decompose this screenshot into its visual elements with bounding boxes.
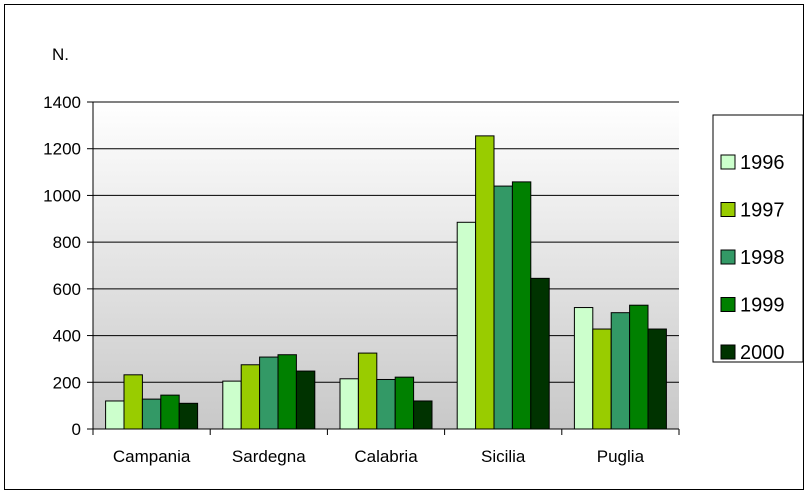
bar-puglia-2000 bbox=[647, 328, 667, 430]
bar-sicilia-1997 bbox=[475, 135, 495, 430]
bar-sicilia-1998 bbox=[493, 185, 513, 430]
y-tick-label: 0 bbox=[72, 420, 81, 439]
legend-label: 2000 bbox=[740, 342, 785, 364]
bar-sardegna-1996 bbox=[222, 380, 242, 430]
bar-sardegna-1998 bbox=[259, 356, 279, 430]
y-tick-label: 1400 bbox=[43, 93, 81, 112]
x-tick-label: Calabria bbox=[354, 447, 418, 466]
legend-label: 1999 bbox=[740, 295, 785, 317]
bar-campania-1997 bbox=[123, 374, 143, 430]
bar-calabria-1996 bbox=[339, 378, 359, 430]
bar-puglia-1996 bbox=[573, 307, 594, 430]
bar-calabria-1999 bbox=[394, 376, 415, 430]
bar-puglia-1999 bbox=[629, 304, 649, 430]
x-tick-label: Campania bbox=[113, 447, 191, 466]
gridlines bbox=[93, 101, 679, 383]
x-tick-label: Puglia bbox=[597, 447, 645, 466]
bar-campania-1999 bbox=[160, 394, 180, 430]
y-tick-label: 1000 bbox=[43, 186, 81, 205]
y-tick-label: 200 bbox=[53, 373, 81, 392]
bar-puglia-1997 bbox=[592, 328, 612, 430]
legend-label: 1996 bbox=[740, 152, 785, 174]
y-tick-label: 600 bbox=[53, 280, 81, 299]
y-tick-label: 1200 bbox=[43, 140, 81, 159]
bar-sicilia-2000 bbox=[530, 277, 550, 430]
legend-swatch-1998 bbox=[720, 249, 736, 265]
bar-calabria-2000 bbox=[413, 400, 433, 430]
legend-swatch-1996 bbox=[720, 154, 736, 170]
bars bbox=[105, 135, 667, 430]
bar-sardegna-2000 bbox=[295, 370, 316, 430]
x-tick-label: Sicilia bbox=[481, 447, 526, 466]
bar-sicilia-1996 bbox=[456, 221, 477, 430]
legend-swatch-2000 bbox=[720, 344, 736, 360]
bar-calabria-1998 bbox=[376, 378, 396, 430]
y-ticks: 0 200 400 600 800 1000 1200 1400 bbox=[43, 93, 93, 439]
legend-swatch-1999 bbox=[720, 297, 736, 312]
bar-campania-1998 bbox=[141, 398, 162, 430]
bar-campania-1996 bbox=[105, 400, 125, 430]
legend-label: 1997 bbox=[740, 200, 785, 222]
bar-calabria-1997 bbox=[357, 352, 378, 430]
bar-sardegna-1997 bbox=[240, 364, 261, 430]
bar-campania-2000 bbox=[178, 402, 199, 430]
bar-sardegna-1999 bbox=[277, 354, 297, 430]
legend-swatch-1997 bbox=[720, 202, 736, 217]
legend: 1996 1997 1998 1999 2000 bbox=[712, 114, 804, 364]
x-ticks: Campania Sardegna Calabria Sicilia Puglia bbox=[92, 429, 680, 466]
bar-puglia-1998 bbox=[610, 312, 631, 430]
x-tick-label: Sardegna bbox=[232, 447, 306, 466]
y-unit-label: N. bbox=[52, 45, 69, 64]
bar-sicilia-1999 bbox=[511, 181, 532, 430]
legend-label: 1998 bbox=[740, 247, 785, 269]
y-tick-label: 800 bbox=[53, 233, 81, 252]
y-tick-label: 400 bbox=[53, 327, 81, 346]
